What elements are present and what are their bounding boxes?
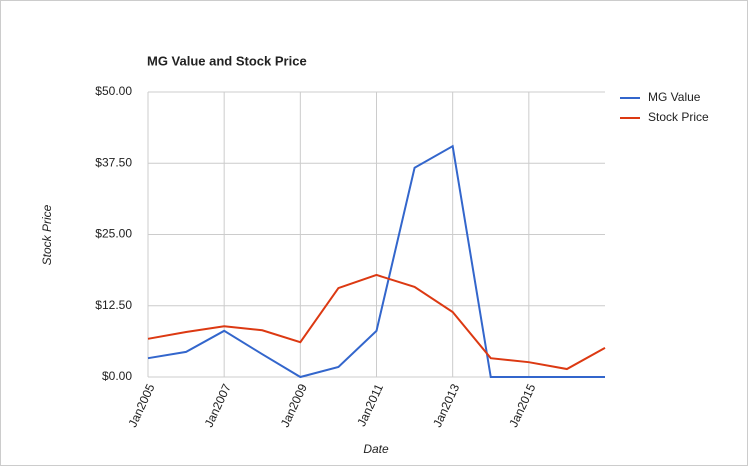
y-tick-label: $0.00: [102, 369, 132, 383]
data-line: [147, 144, 605, 379]
legend-label: MG Value: [648, 90, 701, 104]
y-tick-label: $12.50: [95, 298, 132, 312]
y-axis-title: Stock Price: [40, 204, 54, 265]
legend-label: Stock Price: [648, 110, 709, 124]
chart-title: MG Value and Stock Price: [147, 53, 307, 68]
y-tick-label: $37.50: [95, 155, 132, 169]
data-line: [147, 273, 606, 371]
x-axis-title: Date: [363, 442, 389, 456]
y-tick-label: $50.00: [95, 84, 132, 98]
y-tick-label: $25.00: [95, 227, 132, 241]
